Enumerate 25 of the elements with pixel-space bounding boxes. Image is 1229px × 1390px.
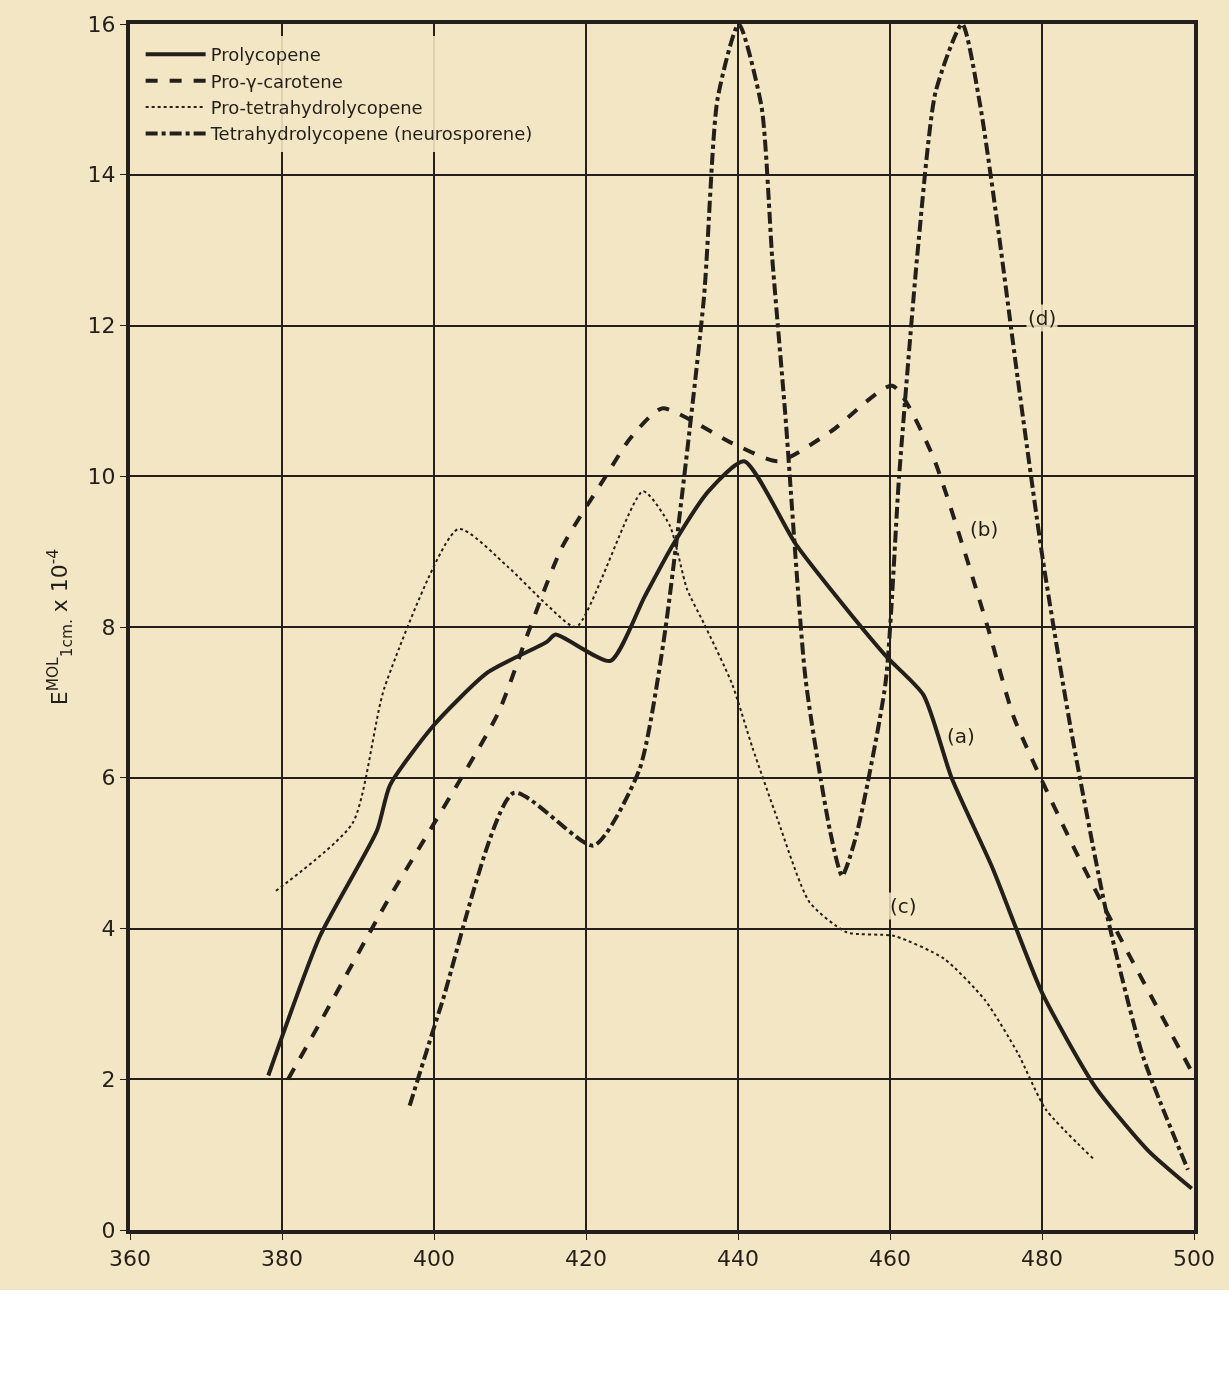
x-tick-label: 440 <box>717 1246 759 1272</box>
annotation: (b) <box>970 517 999 541</box>
y-tick-label: 14 <box>87 162 116 188</box>
x-tick-label: 420 <box>565 1246 607 1272</box>
legend-label: Pro-γ-carotene <box>210 70 343 92</box>
annotation: (d) <box>1028 306 1057 330</box>
y-tick-label: 6 <box>101 765 116 791</box>
y-tick-label: 4 <box>101 916 116 942</box>
x-tick-label: 360 <box>109 1246 151 1272</box>
y-tick-label: 16 <box>87 11 116 37</box>
annotation: (a) <box>947 724 975 748</box>
y-tick-label: 8 <box>101 614 116 640</box>
y-tick-label: 10 <box>87 463 116 489</box>
annotation: (c) <box>890 894 917 918</box>
y-tick-label: 2 <box>101 1066 116 1092</box>
x-tick-label: 400 <box>413 1246 455 1272</box>
legend-label: Tetrahydrolycopene (neurosporene) <box>209 123 533 145</box>
x-tick-label: 480 <box>1021 1246 1063 1272</box>
x-tick-label: 380 <box>261 1246 303 1272</box>
legend-label: Pro-tetrahydrolycopene <box>210 97 423 119</box>
legend-label: Prolycopene <box>210 44 321 66</box>
y-tick-label: 0 <box>101 1217 116 1243</box>
x-tick-label: 460 <box>869 1246 911 1272</box>
y-tick-label: 12 <box>87 313 116 339</box>
x-tick-label: 500 <box>1173 1246 1215 1272</box>
